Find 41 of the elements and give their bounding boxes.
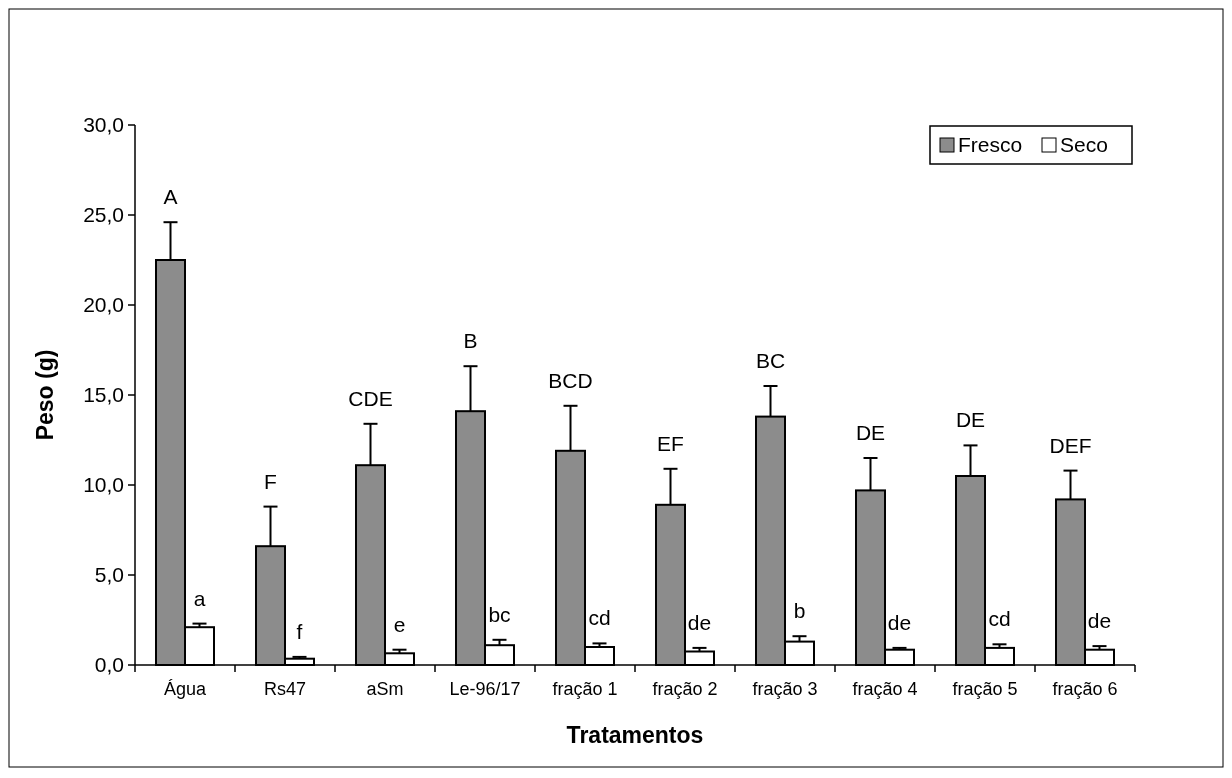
x-tick-label: fração 1 bbox=[552, 679, 618, 699]
annotation: F bbox=[264, 469, 277, 493]
y-tick-label: 10,0 bbox=[83, 473, 124, 497]
x-tick-label: Rs47 bbox=[263, 679, 307, 699]
annotation: f bbox=[296, 619, 303, 643]
annotation: bc bbox=[488, 602, 511, 626]
x-tick-label: fração 4 bbox=[852, 679, 918, 699]
annotation: BC bbox=[755, 349, 786, 372]
legend-label: Fresco bbox=[958, 133, 1023, 156]
annotation: A bbox=[163, 185, 178, 209]
annotation: DE bbox=[855, 421, 886, 444]
y-tick-label: 0,0 bbox=[94, 653, 124, 677]
x-tick-label: aSm bbox=[366, 679, 404, 699]
annotation: CDE bbox=[348, 386, 393, 410]
x-tick-label: fração 2 bbox=[652, 679, 718, 699]
annotation: cd bbox=[988, 607, 1011, 631]
annotation: DE bbox=[955, 408, 986, 432]
x-tick-label: fração 6 bbox=[1052, 679, 1118, 699]
y-tick-label: 15,0 bbox=[83, 383, 124, 407]
y-tick-label: 30,0 bbox=[83, 113, 124, 137]
annotation: cd bbox=[588, 606, 611, 630]
x-tick-label: fração 3 bbox=[752, 679, 818, 699]
annotation: de bbox=[1087, 609, 1112, 633]
x-tick-label: Água bbox=[163, 679, 207, 699]
legend-label: Seco bbox=[1060, 133, 1108, 156]
y-tick-label: 20,0 bbox=[83, 293, 124, 317]
y-tick-label: 5,0 bbox=[94, 563, 124, 587]
annotation: BCD bbox=[548, 368, 593, 392]
y-axis-title: Peso (g) bbox=[32, 349, 58, 441]
x-axis-title: Tratamentos bbox=[566, 722, 704, 748]
x-tick-label: fração 5 bbox=[952, 679, 1018, 699]
annotation: de bbox=[687, 610, 712, 634]
annotation: a bbox=[193, 586, 206, 610]
y-tick-label: 25,0 bbox=[83, 203, 124, 227]
x-tick-label: Le-96/17 bbox=[449, 679, 521, 699]
annotation: DEF bbox=[1049, 433, 1092, 457]
annotation: b bbox=[793, 599, 806, 623]
annotation: EF bbox=[657, 431, 684, 455]
annotation: B bbox=[463, 329, 478, 353]
annotation: e bbox=[393, 612, 406, 636]
annotation: de bbox=[887, 610, 912, 634]
